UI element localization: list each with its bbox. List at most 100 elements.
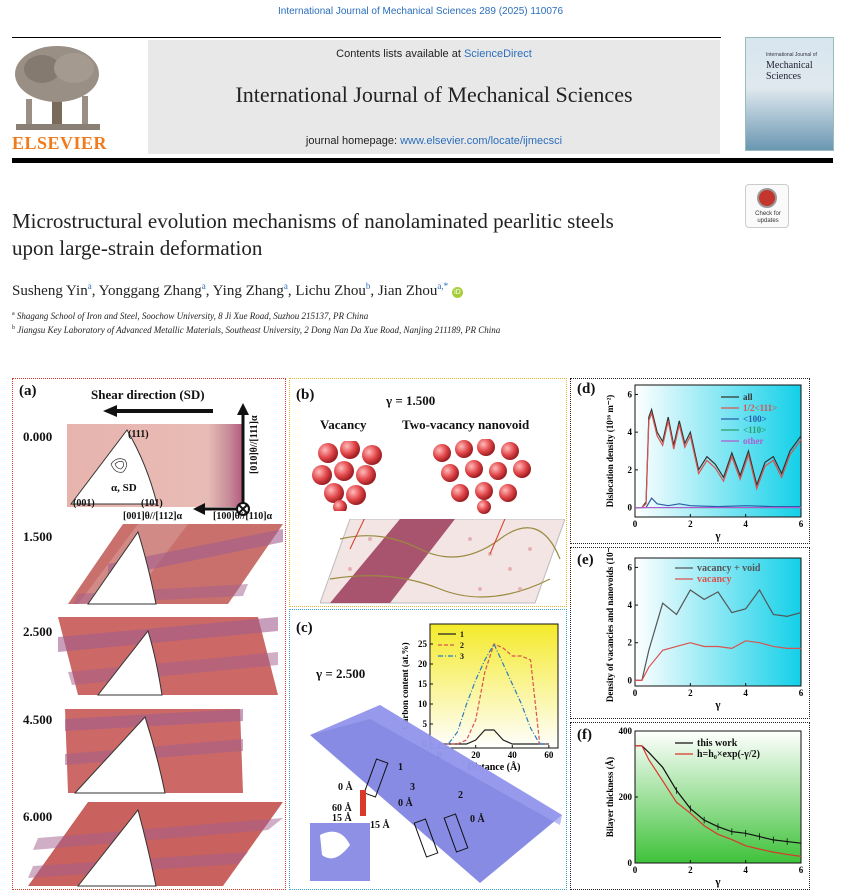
legend-label: <100> [743,414,767,424]
pole-101-label: (101) [141,498,163,509]
nanovoid-cluster-icon [433,439,531,514]
x-tick-label: 2 [688,865,693,875]
x-tick-label: 40 [508,750,518,760]
x-tick-label: 6 [799,688,804,698]
author-name[interactable]: Lichu Zhou [295,283,366,299]
figure-panel-f: (f) 0 2 4 6 0 200 400 γ Bilayer thickness (Å) thi… [570,722,810,890]
axis-bottom-right-label: [100]θ//[110]α [213,511,273,522]
bilayer-chart-f: 0 2 4 6 0 200 400 γ Bilayer thickness (Å) this wo… [605,726,804,888]
check-label-2: updates [757,218,779,224]
dim-label-1: 60 Å [332,803,352,814]
series-line [635,497,801,509]
plot-area [634,384,802,518]
axes-icon [193,403,250,516]
author-name[interactable]: Jian Zhou [377,283,438,299]
alpha-sd-label: α, SD [111,482,137,494]
dim-label-7: 0 Å [470,814,485,825]
gamma-c-label: γ = 2.500 [316,666,366,681]
y-tick-label: 25 [418,639,428,649]
x-tick-label: 0 [633,688,638,698]
author-affiliation-mark[interactable]: b [365,281,371,291]
legend-label: 3 [460,652,464,661]
y-axis-label: Density of vacancies and nanovoids (10⁻⁴… [605,548,615,702]
shear-direction-label: Shear direction (SD) [91,387,205,402]
figure-panel-c: (c) γ = 2.500 02040600510152025Distance … [289,609,567,890]
author-affiliation-mark[interactable]: a [201,281,206,291]
publisher-logo-text: ELSEVIER [12,133,108,153]
y-tick-label: 200 [619,792,633,802]
legend-label: <110> [743,425,766,435]
check-for-updates-button[interactable]: Check for updates [745,184,789,228]
panel-e-label: (e) [577,552,594,568]
x-axis-label: γ [714,699,720,711]
legend-label: 1/2<111> [743,403,777,413]
affiliation-mark: b [12,325,15,331]
dim-label-5: 0 Å [398,798,413,809]
cover-title-line2: Sciences [766,71,801,82]
legend-label: this work [697,738,738,749]
y-tick-label: 4 [628,427,633,437]
bookmark-icon [757,188,777,208]
dim-label-4: 3 [410,782,415,793]
y-tick-label: 5 [423,719,428,729]
homepage-line: journal homepage: www.elsevier.com/locat… [148,135,720,147]
y-tick-label: 2 [628,638,633,648]
x-tick-label: 4 [743,519,748,529]
y-tick-label: 20 [418,659,428,669]
dim-label-2: 15 Å [332,813,352,824]
cover-title-line1: Mechanical [766,60,813,71]
x-tick-label: 2 [688,519,693,529]
y-tick-label: 6 [628,389,633,399]
author-affiliation-mark[interactable]: a,* [437,281,449,291]
orcid-icon[interactable]: iD [451,287,463,298]
nanovoid-3d-icon [310,705,562,883]
homepage-link[interactable]: www.elsevier.com/locate/ijmecsci [400,135,563,147]
author-name[interactable]: Yonggang Zhang [98,283,202,299]
homepage-prefix: journal homepage: [305,135,401,147]
y-tick-label: 400 [619,726,633,736]
y-tick-label: 0 [628,858,633,868]
axis-vertical-label: [010]θ//[111]α [249,415,260,474]
author-affiliation-mark[interactable]: a [87,281,92,291]
affiliation-text: Jiangsu Key Laboratory of Advanced Metal… [17,325,501,335]
affiliation-text: Shagang School of Iron and Steel, Soocho… [16,311,369,321]
strain-label-4: 6.000 [23,809,53,824]
x-axis-label: γ [714,530,720,542]
two-vacancy-label: Two-vacancy nanovoid [402,417,530,432]
atomistic-slab-icon [320,519,565,604]
series-line [635,745,802,844]
axis-bottom-left-label: [001]θ//[112]α [123,511,183,522]
journal-cover[interactable]: International Journal of Mechanical Scien… [745,37,834,151]
cover-title: Mechanical Sciences [766,60,813,82]
legend-label: other [743,436,764,446]
figure-panel-d: (d) 0 2 4 6 0 2 4 6 γ Dislocation density (10¹⁶ m… [570,378,810,544]
series-line [635,411,802,509]
author-name[interactable]: Ying Zhang [212,283,284,299]
x-tick-label: 6 [799,865,804,875]
x-tick-label: 0 [633,519,638,529]
x-tick-label: 60 [544,750,554,760]
author-affiliation-mark[interactable]: a [283,281,288,291]
contents-prefix: Contents lists available at [336,48,464,60]
panel-a-label: (a) [19,383,37,399]
legend-label: all [743,392,753,402]
y-axis-label: Carbon content (at.%) [402,642,410,729]
dim-label-0: 0 Å [338,782,353,793]
author-name[interactable]: Susheng Yin [12,283,88,299]
cover-small-title: International Journal of [766,52,817,58]
legend-label: 1 [460,630,464,639]
series-line [635,745,802,857]
x-tick-label: 20 [471,750,481,760]
x-tick-label: 4 [743,865,748,875]
vacancy-label: Vacancy [320,417,367,432]
series-line [635,407,802,509]
header-thick-rule [12,158,833,163]
strain-slab-4 [28,802,283,887]
pole-001-label: (001) [73,498,95,509]
strain-label-3: 4.500 [23,712,53,727]
panel-c-label: (c) [296,620,313,636]
sciencedirect-link[interactable]: ScienceDirect [463,48,532,60]
journal-reference[interactable]: International Journal of Mechanical Scie… [278,6,563,17]
strain-slab-3 [65,709,243,794]
affiliation-mark: a [12,311,15,317]
